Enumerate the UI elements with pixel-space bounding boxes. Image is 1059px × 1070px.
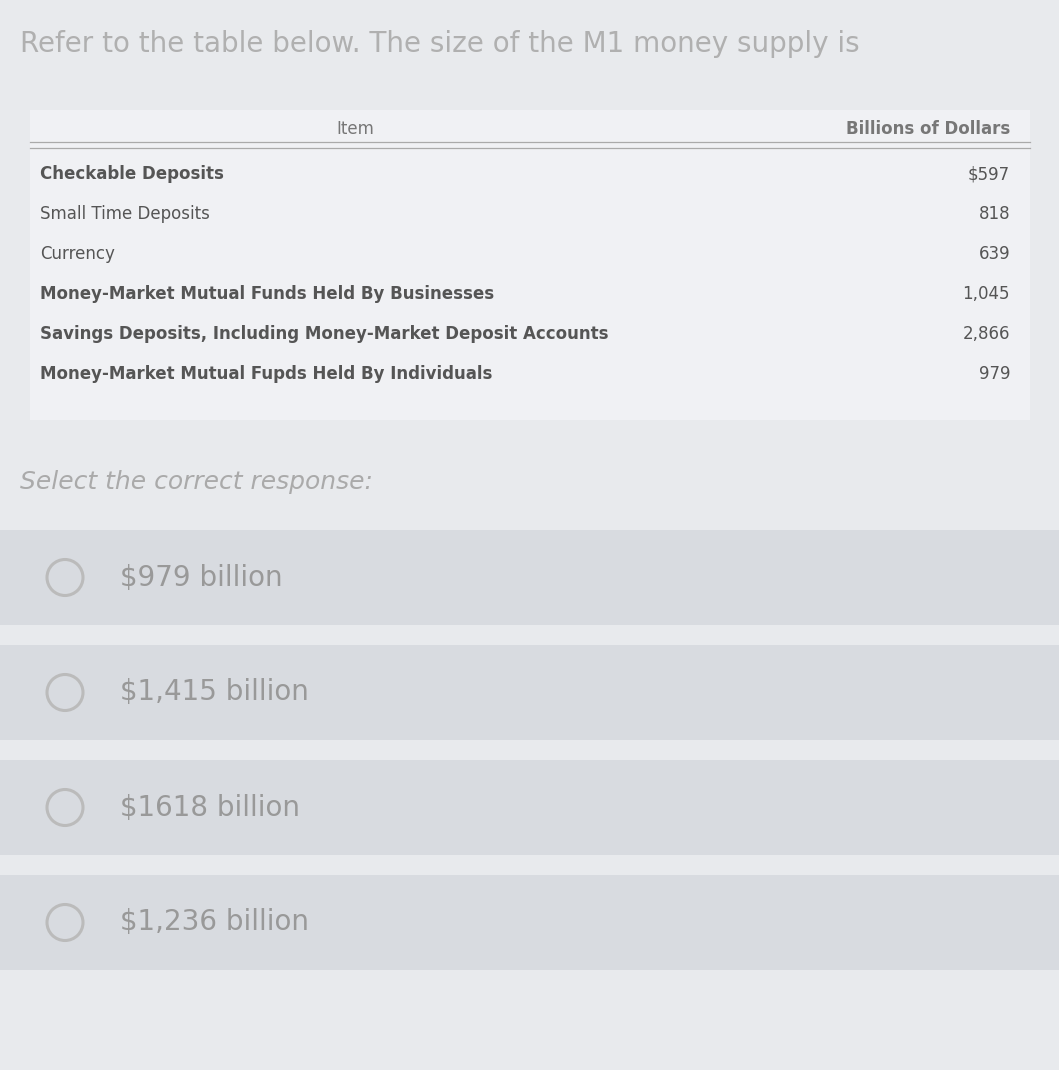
Text: $979 billion: $979 billion — [120, 564, 283, 592]
Text: Money-Market Mutual Fupds Held By Individuals: Money-Market Mutual Fupds Held By Indivi… — [40, 365, 492, 383]
Text: 1,045: 1,045 — [963, 285, 1010, 303]
Text: Select the correct response:: Select the correct response: — [20, 470, 373, 494]
Text: Small Time Deposits: Small Time Deposits — [40, 205, 210, 223]
FancyBboxPatch shape — [0, 875, 1059, 970]
Text: Checkable Deposits: Checkable Deposits — [40, 165, 223, 183]
Text: 639: 639 — [979, 245, 1010, 263]
Text: 2,866: 2,866 — [963, 325, 1010, 343]
Text: $597: $597 — [968, 165, 1010, 183]
Text: $1,236 billion: $1,236 billion — [120, 908, 309, 936]
Text: Refer to the table below. The size of the M1 money supply is: Refer to the table below. The size of th… — [20, 30, 860, 58]
Text: Money-Market Mutual Funds Held By Businesses: Money-Market Mutual Funds Held By Busine… — [40, 285, 495, 303]
Text: Item: Item — [336, 120, 374, 138]
Text: 979: 979 — [979, 365, 1010, 383]
FancyBboxPatch shape — [0, 530, 1059, 625]
Text: Billions of Dollars: Billions of Dollars — [846, 120, 1010, 138]
Text: $1,415 billion: $1,415 billion — [120, 678, 309, 706]
Text: Currency: Currency — [40, 245, 114, 263]
Text: 818: 818 — [979, 205, 1010, 223]
FancyBboxPatch shape — [0, 760, 1059, 855]
FancyBboxPatch shape — [30, 110, 1030, 421]
FancyBboxPatch shape — [0, 645, 1059, 740]
Text: Savings Deposits, Including Money-Market Deposit Accounts: Savings Deposits, Including Money-Market… — [40, 325, 609, 343]
Text: $1618 billion: $1618 billion — [120, 794, 300, 822]
